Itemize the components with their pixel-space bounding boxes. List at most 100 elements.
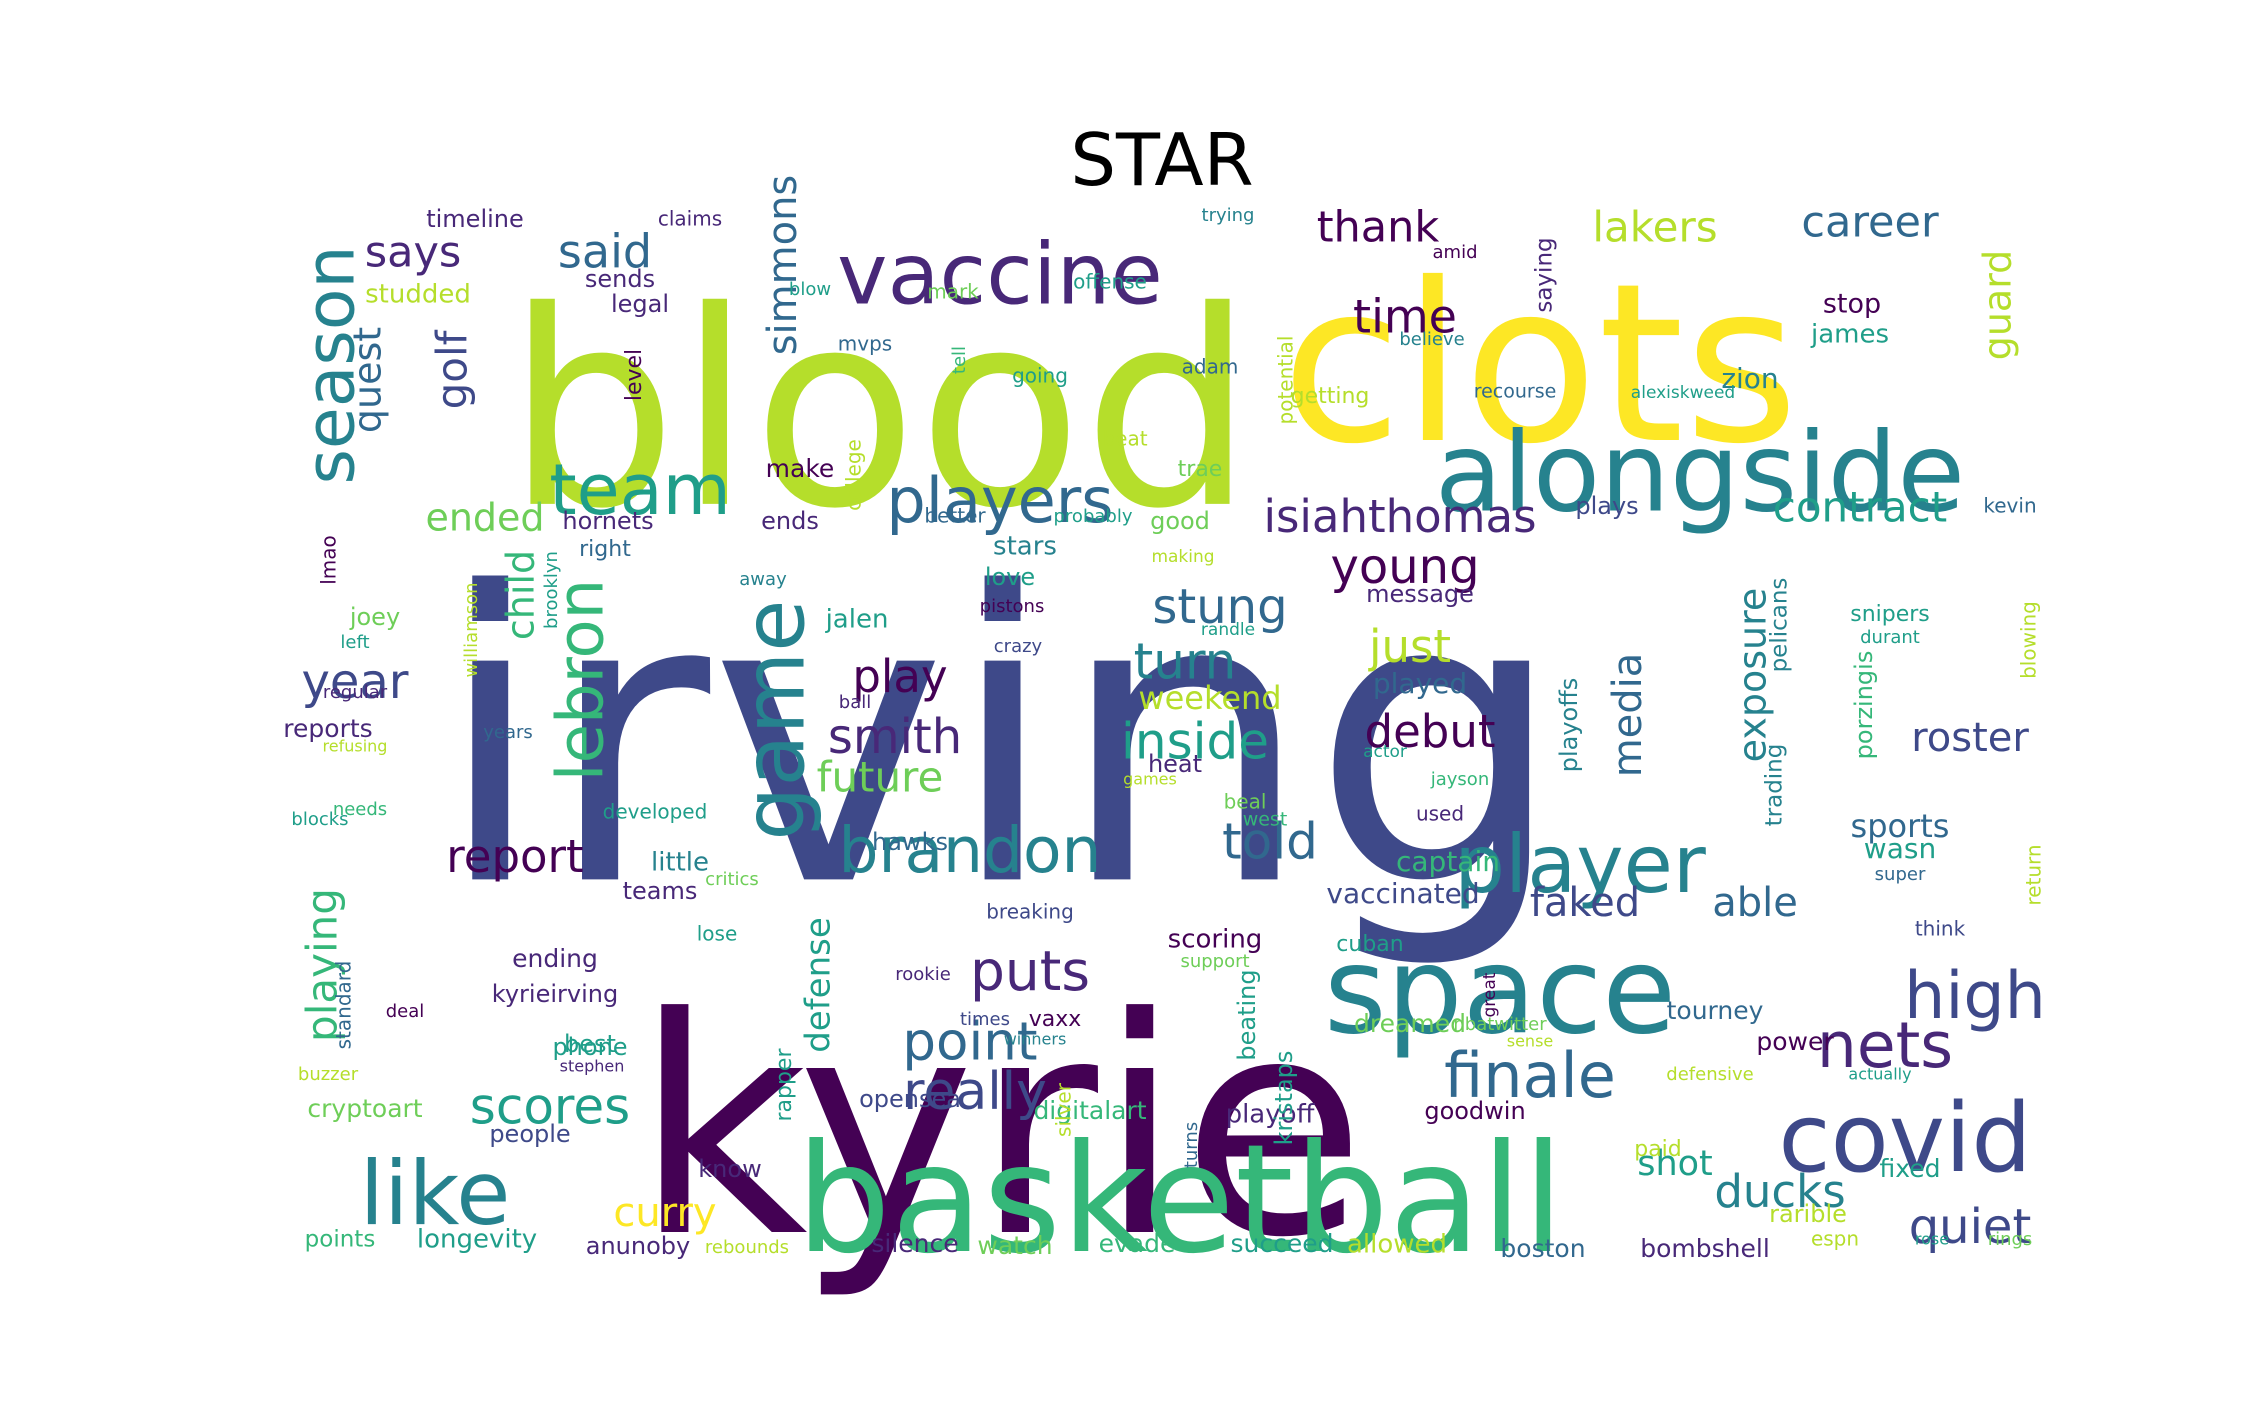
word-level: level — [622, 349, 647, 401]
word-dreamed: dreamed — [1354, 1009, 1466, 1038]
word-pelicans: pelicans — [1767, 578, 1793, 673]
word-teams: teams — [623, 877, 698, 905]
word-support: support — [1180, 951, 1249, 972]
word-alexiskweed: alexiskweed — [1631, 383, 1735, 403]
word-crazy: crazy — [994, 636, 1043, 657]
word-goodwin: goodwin — [1424, 1097, 1525, 1125]
word-vaccinated: vaccinated — [1326, 877, 1479, 910]
word-going: going — [1012, 364, 1068, 388]
word-point: point — [902, 1012, 1037, 1073]
word-great: great — [1480, 972, 1500, 1017]
word-says: says — [365, 228, 462, 278]
word-cuban: cuban — [1336, 932, 1403, 957]
word-vaccine: vaccine — [837, 225, 1163, 324]
word-puts: puts — [970, 939, 1090, 1003]
word-making: making — [1151, 547, 1214, 567]
word-rebounds: rebounds — [705, 1237, 789, 1258]
word-studded: studded — [365, 280, 471, 310]
word-buzzer: buzzer — [298, 1064, 359, 1085]
word-regular: regular — [323, 682, 388, 703]
word-mvps: mvps — [838, 332, 892, 356]
word-people: people — [489, 1120, 570, 1148]
word-right: right — [579, 537, 631, 562]
word-career: career — [1801, 198, 1939, 248]
word-away: away — [739, 569, 787, 590]
word-super: super — [1875, 864, 1926, 885]
word-jayson: jayson — [1430, 769, 1489, 790]
word-sense: sense — [1507, 1032, 1554, 1051]
word-exposure: exposure — [1731, 588, 1775, 763]
word-silver: silver — [1052, 1082, 1076, 1137]
word-jalen: jalen — [825, 605, 889, 635]
word-watch: watch — [977, 1231, 1052, 1260]
word-alongside: alongside — [1435, 408, 1965, 536]
word-silence: silence — [871, 1229, 958, 1258]
word-recourse: recourse — [1474, 381, 1557, 403]
word-think: think — [1915, 917, 1966, 941]
word-espn: espn — [1811, 1227, 1859, 1251]
word-scoring: scoring — [1168, 925, 1263, 955]
word-reports: reports — [283, 714, 372, 743]
word-succeed: succeed — [1231, 1229, 1334, 1258]
word-playing: playing — [298, 888, 347, 1042]
word-kyrieirving: kyrieirving — [492, 980, 618, 1008]
word-beat: beat — [1102, 427, 1147, 451]
word-guard: guard — [1976, 250, 2020, 361]
word-better: better — [924, 504, 986, 528]
word-years: years — [483, 722, 533, 743]
word-trying: trying — [1202, 205, 1255, 226]
word-breaking: breaking — [986, 900, 1074, 924]
word-player: player — [1454, 818, 1706, 911]
word-playoff: playoff — [1226, 1100, 1316, 1130]
word-make: make — [766, 454, 835, 483]
word-blowing: blowing — [2017, 601, 2041, 679]
word-ended: ended — [425, 496, 544, 540]
word-ducks: ducks — [1714, 1165, 1845, 1218]
word-return: return — [2022, 844, 2046, 905]
word-quest: quest — [346, 327, 390, 433]
word-future: future — [817, 753, 944, 802]
word-offense: offense — [1073, 270, 1147, 294]
word-irving: irving — [435, 509, 1566, 974]
word-james: james — [1810, 320, 1889, 350]
word-winners: winners — [1004, 1030, 1067, 1049]
word-probably: probably — [1054, 506, 1133, 527]
word-randle: randle — [1201, 620, 1255, 640]
word-game: game — [725, 599, 824, 840]
word-captain: captain — [1396, 845, 1500, 878]
word-blow: blow — [789, 279, 831, 300]
word-critics: critics — [705, 869, 759, 890]
word-best: best — [564, 1030, 616, 1058]
word-love: love — [985, 563, 1035, 591]
word-stephen: stephen — [560, 1057, 625, 1076]
word-curry: curry — [613, 1190, 716, 1236]
word-opensea: opensea — [859, 1085, 961, 1113]
word-basketball: basketball — [796, 1113, 1564, 1287]
word-trading: trading — [1762, 744, 1788, 827]
word-said: said — [558, 225, 652, 279]
word-durant: durant — [1860, 627, 1920, 648]
word-year: year — [301, 654, 408, 710]
word-beating: beating — [1233, 969, 1261, 1060]
word-longevity: longevity — [417, 1225, 537, 1255]
word-inside: inside — [1121, 713, 1269, 771]
word-plays: plays — [1575, 492, 1638, 520]
word-message: message — [1366, 580, 1474, 608]
word-ends: ends — [761, 507, 819, 535]
word-play: play — [852, 650, 947, 703]
word-needs: needs — [333, 799, 387, 820]
word-heat: heat — [1148, 750, 1202, 778]
word-paid: paid — [1634, 1137, 1682, 1162]
word-quiet: quiet — [1909, 1199, 2032, 1255]
word-sends: sends — [585, 265, 655, 293]
word-roster: roster — [1911, 715, 2029, 761]
word-like: like — [360, 1142, 511, 1245]
word-scores: scores — [470, 1078, 630, 1136]
word-blood: blood — [506, 253, 1254, 568]
word-legal: legal — [611, 290, 669, 318]
word-golf: golf — [428, 329, 477, 409]
word-mark: mark — [927, 280, 979, 304]
word-williamson: williamson — [461, 582, 482, 677]
word-believe: believe — [1399, 329, 1464, 350]
word-rookie: rookie — [895, 964, 951, 985]
